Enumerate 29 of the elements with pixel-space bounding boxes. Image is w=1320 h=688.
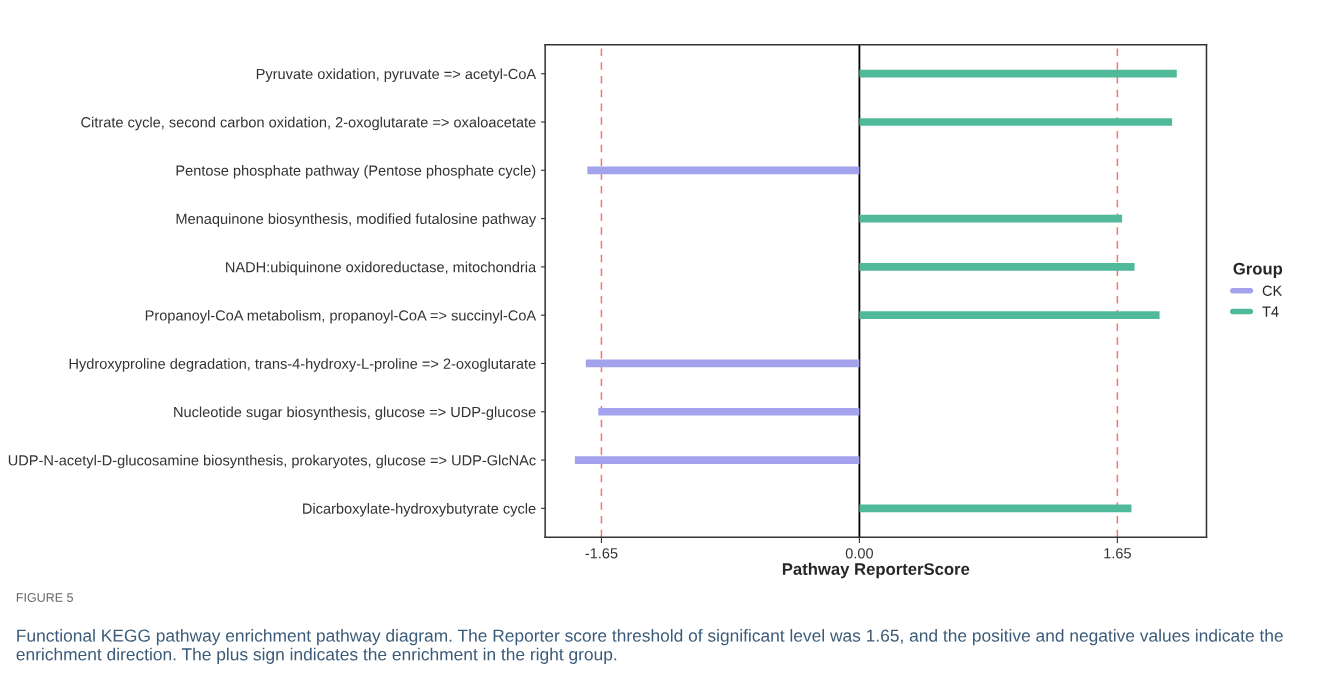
bar bbox=[859, 214, 1123, 223]
bar bbox=[574, 456, 860, 464]
y-tick-label: UDP-N-acetyl-D-glucosamine biosynthesis, prokaryotes, glucose => UDP-GlcNAc bbox=[8, 454, 536, 469]
bar bbox=[859, 504, 1132, 513]
y-tick-label: Pentose phosphate pathway (Pentose phosphate cycle) bbox=[176, 165, 536, 179]
bar bbox=[859, 311, 1160, 320]
bar bbox=[587, 166, 860, 175]
y-tick-label: Dicarboxylate-hydroxybutyrate cycle bbox=[303, 503, 536, 517]
y-tick-label: Pyruvate oxidation, pyruvate => acetyl-CoA bbox=[256, 68, 537, 83]
text: Functional KEGG pathway enrichment pathway diagram. The Reporter score threshold of significant level was 1.65, and the positive and negative values indicate the enrichment direction. The plus sign indicates the enrichment in the right group. bbox=[16, 629, 1283, 664]
y-tick-label: NADH:ubiquinone oxidoreductase, mitochondria bbox=[226, 261, 537, 276]
x-tick-label: -1.65 bbox=[585, 548, 618, 559]
bar bbox=[598, 407, 860, 416]
legend-title: Group bbox=[1233, 262, 1283, 278]
legend-label: T4 bbox=[1262, 306, 1279, 317]
bar bbox=[859, 263, 1135, 271]
caption: FIGURE 5 bbox=[16, 593, 73, 602]
bar bbox=[859, 69, 1177, 78]
legend-label: CK bbox=[1262, 285, 1283, 296]
y-tick-label: Propanoyl-CoA metabolism, propanoyl-CoA => succinyl-CoA bbox=[145, 309, 537, 324]
y-tick-label: Hydroxyproline degradation, trans-4-hydroxy-L-proline => 2-oxoglutarate bbox=[69, 358, 536, 372]
x-tick-label: 0.00 bbox=[845, 548, 874, 559]
bar bbox=[859, 118, 1173, 126]
x-tick-label: 1.65 bbox=[1104, 548, 1131, 559]
y-tick-label: Menaquinone biosynthesis, modified futalosine pathway bbox=[176, 213, 537, 227]
y-tick-label: Nucleotide sugar biosynthesis, glucose => UDP-glucose bbox=[174, 406, 536, 421]
y-tick-label: Citrate cycle, second carbon oxidation, 2-oxoglutarate => oxaloacetate bbox=[81, 116, 536, 131]
bar bbox=[585, 359, 860, 368]
x-axis-title: Pathway ReporterScore bbox=[782, 562, 970, 579]
